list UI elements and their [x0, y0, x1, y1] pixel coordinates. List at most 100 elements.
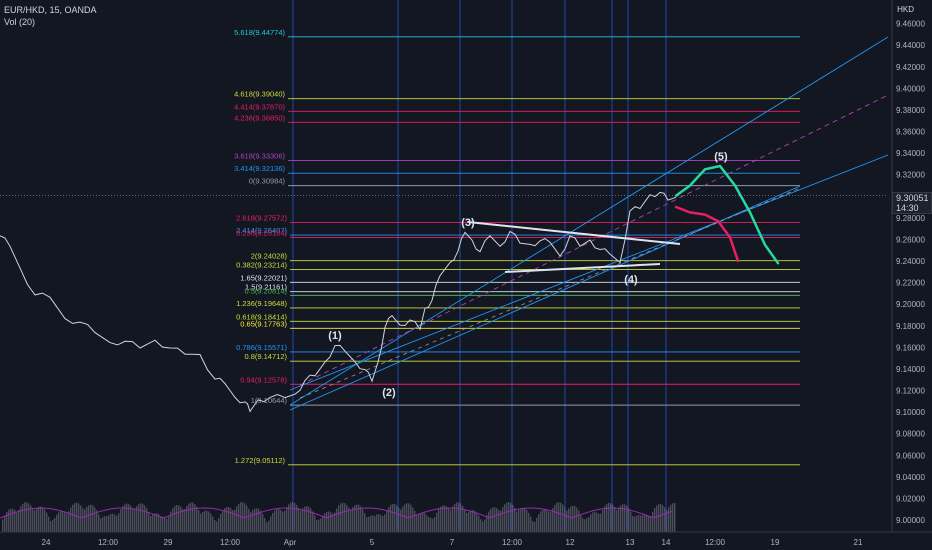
volume-bar	[438, 509, 440, 532]
volume-bar	[430, 517, 432, 532]
volume-bar	[634, 516, 636, 532]
volume-bar	[580, 514, 582, 532]
volume-bar	[382, 516, 384, 532]
x-tick-label-12: 19	[771, 538, 780, 547]
volume-bar	[646, 515, 648, 532]
volume-bar	[436, 512, 438, 532]
volume-bar	[106, 516, 108, 532]
fib-level-label-15: 1.236(9.19648)	[236, 299, 287, 308]
volume-bar	[398, 507, 400, 532]
volume-bar	[496, 508, 498, 532]
volume-bar	[96, 510, 98, 532]
volume-bar	[478, 515, 480, 532]
volume-bar	[296, 504, 298, 532]
volume-bar	[16, 511, 18, 532]
volume-bar	[52, 519, 54, 532]
volume-bar	[454, 504, 456, 532]
volume-bar	[536, 517, 538, 532]
volume-bar	[612, 504, 614, 532]
volume-bar	[64, 512, 66, 532]
volume-bar	[410, 504, 412, 532]
volume-bar	[358, 504, 360, 532]
volume-bar	[526, 509, 528, 532]
volume-bar	[596, 512, 598, 532]
volume-bar	[172, 508, 174, 532]
volume-bar	[228, 506, 230, 532]
volume-bar	[286, 507, 288, 532]
volume-bar	[404, 504, 406, 532]
volume-bar	[94, 507, 96, 532]
volume-bar	[464, 509, 466, 532]
volume-bar	[166, 518, 168, 532]
volume-bar	[422, 512, 424, 532]
bar-countdown: 14:30	[896, 203, 919, 213]
volume-bar	[670, 504, 672, 532]
volume-indicator-line[interactable]: Vol (20)	[4, 17, 36, 27]
volume-bar	[638, 514, 640, 532]
volume-bar	[140, 503, 142, 532]
volume-bar	[360, 506, 362, 532]
volume-bar	[512, 504, 514, 532]
fib-level-label-2: 4.414(9.37870)	[234, 102, 285, 111]
y-tick-label-12: 9.24000	[896, 257, 925, 266]
volume-bar	[328, 511, 330, 532]
volume-bar	[38, 506, 40, 532]
x-tick-label-1: 12:00	[98, 538, 119, 547]
volume-bar	[354, 505, 356, 532]
volume-bar	[60, 511, 62, 532]
volume-bar	[288, 504, 290, 532]
fib-level-label-22: 1.272(9.05112)	[235, 456, 286, 465]
volume-bar	[36, 508, 38, 532]
price-axis-bg	[892, 0, 932, 550]
volume-bar	[654, 508, 656, 532]
volume-bar	[26, 502, 28, 532]
volume-bar	[448, 508, 450, 532]
volume-bar	[650, 515, 652, 532]
fib-level-label-11: 0.382(9.23214)	[236, 260, 287, 269]
volume-bar	[256, 508, 258, 532]
volume-bar	[126, 503, 128, 532]
volume-bar	[450, 509, 452, 532]
volume-bar	[92, 505, 94, 532]
volume-bar	[602, 509, 604, 532]
volume-bar	[48, 516, 50, 532]
volume-bar	[664, 507, 666, 532]
channel-line-1	[289, 154, 889, 391]
volume-bar	[18, 509, 20, 532]
volume-bar	[560, 502, 562, 532]
y-tick-label-7: 9.14000	[896, 365, 925, 374]
volume-bar	[332, 513, 334, 532]
volume-bar	[480, 519, 482, 532]
volume-bar	[174, 505, 176, 532]
volume-bar	[468, 511, 470, 532]
volume-bar	[324, 513, 326, 532]
volume-bar	[640, 515, 642, 532]
volume-bar	[2, 519, 4, 532]
volume-bar	[400, 509, 402, 532]
fib-level-label-4: 3.618(9.33306)	[234, 152, 285, 161]
volume-bar	[252, 509, 254, 532]
volume-bar	[86, 506, 88, 532]
volume-bar	[446, 506, 448, 532]
volume-bar	[426, 515, 428, 532]
volume-bar	[12, 508, 14, 532]
x-tick-label-3: 12:00	[220, 538, 241, 547]
volume-bar	[466, 513, 468, 532]
volume-bar	[240, 502, 242, 532]
volume-bar	[246, 505, 248, 532]
volume-bar	[70, 507, 72, 532]
dashed-channel-line	[299, 94, 889, 386]
volume-bar	[584, 519, 586, 532]
volume-bar	[204, 510, 206, 532]
volume-bar	[476, 512, 478, 532]
symbol-line[interactable]: EUR/HKD, 15, OANDA	[4, 5, 97, 15]
volume-bar	[544, 509, 546, 532]
volume-bar	[506, 502, 508, 532]
volume-bar	[232, 509, 234, 532]
volume-bar	[4, 515, 6, 532]
volume-bar	[532, 521, 534, 532]
volume-bar	[50, 521, 52, 532]
volume-bar	[40, 506, 42, 532]
volume-bar	[42, 507, 44, 532]
